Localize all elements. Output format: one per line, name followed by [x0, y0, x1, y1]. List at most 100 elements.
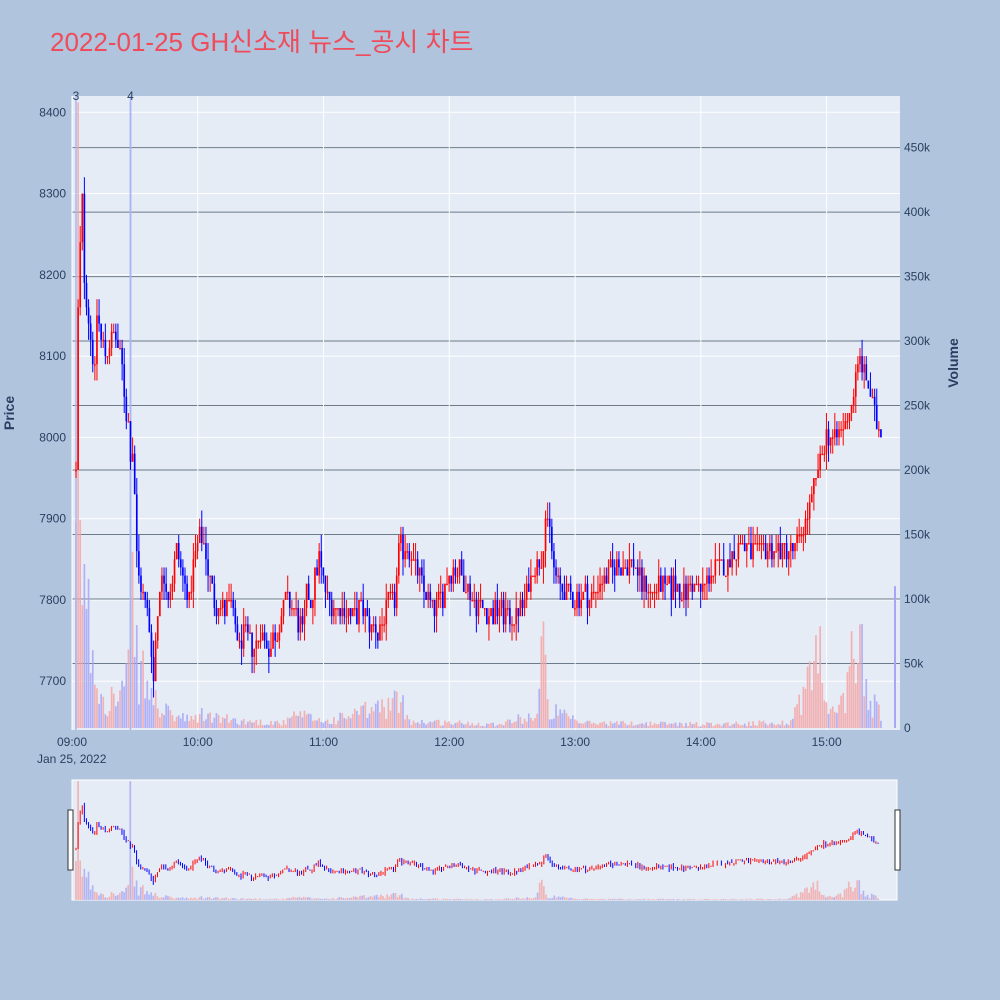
volume-bar	[152, 705, 155, 728]
candle-body	[842, 429, 845, 431]
volume-bar	[724, 722, 727, 728]
range-volume-bar	[653, 899, 656, 900]
candle-body	[381, 624, 383, 626]
candle-body	[133, 453, 136, 495]
range-volume-bar	[758, 898, 760, 900]
volume-bar	[230, 720, 232, 728]
candle-body	[603, 575, 606, 584]
volume-bar	[393, 690, 396, 728]
volume-bar	[198, 713, 201, 728]
volume-bar	[219, 722, 222, 728]
candle-body	[312, 599, 314, 609]
time-tick-label: 11:00	[309, 735, 338, 749]
candle-body	[624, 567, 627, 569]
candle-body	[291, 608, 293, 610]
candle-body	[83, 193, 86, 283]
volume-bar	[603, 721, 606, 728]
range-volume-bar	[98, 895, 100, 900]
range-volume-bar	[538, 882, 541, 900]
volume-bar	[875, 701, 878, 728]
volume-bar	[771, 722, 773, 728]
volume-bar	[607, 726, 610, 728]
candle-body	[592, 591, 595, 594]
volume-bar	[798, 694, 801, 728]
range-volume-bar	[357, 897, 359, 900]
candle-body	[272, 632, 274, 649]
volume-bar	[540, 636, 543, 728]
volume-bar	[649, 721, 652, 728]
volume-bar	[293, 711, 295, 728]
volume-bar	[676, 726, 679, 728]
range-volume-bar	[850, 886, 852, 900]
range-volume-bar	[839, 893, 842, 900]
candle-body	[607, 567, 610, 584]
range-volume-bar	[296, 897, 299, 900]
range-volume-bar	[622, 899, 625, 900]
candle-body	[347, 608, 350, 617]
volume-bar	[469, 725, 471, 728]
candle-body	[660, 575, 662, 592]
volume-bar	[79, 520, 82, 728]
volume-bar	[282, 720, 285, 728]
range-slider[interactable]	[67, 779, 901, 901]
range-volume-bar	[670, 899, 673, 900]
candle-body	[423, 575, 425, 592]
volume-bar	[203, 721, 205, 728]
volume-bar	[131, 551, 134, 728]
range-volume-bar	[409, 899, 412, 900]
range-volume-bar	[799, 892, 802, 900]
range-volume-bar	[549, 898, 551, 900]
volume-bar	[590, 723, 593, 728]
volume-bar	[878, 704, 880, 728]
candle-body	[446, 583, 448, 586]
volume-bar	[492, 722, 494, 728]
range-volume-bar	[108, 896, 111, 900]
candle-body	[226, 599, 228, 617]
volume-bar	[519, 716, 522, 728]
range-volume-bar	[737, 899, 739, 900]
candle-body	[599, 583, 601, 592]
candle-body	[523, 599, 526, 609]
candle-body	[666, 583, 668, 586]
volume-bar	[284, 724, 287, 728]
range-volume-bar	[198, 897, 201, 900]
volume-bar	[819, 626, 821, 728]
range-volume-bar	[465, 898, 468, 900]
range-handle-right[interactable]	[894, 809, 901, 871]
range-volume-bar	[618, 898, 620, 900]
volume-bar	[718, 724, 721, 728]
range-volume-bar	[175, 897, 178, 900]
range-volume-bar	[507, 898, 510, 900]
volume-bar	[483, 726, 486, 728]
volume-bar	[87, 578, 90, 728]
candle-body	[869, 388, 872, 397]
range-volume-bar	[810, 887, 813, 900]
candle-body	[651, 591, 654, 594]
candle-body	[439, 591, 442, 594]
volume-bar	[366, 718, 369, 728]
candle-body	[530, 575, 532, 592]
candle-body	[548, 518, 551, 527]
range-volume-bar	[158, 897, 161, 900]
volume-bar	[576, 720, 578, 728]
candle-body	[219, 608, 222, 610]
range-volume-bar	[106, 897, 109, 900]
candle-body	[473, 599, 476, 602]
range-handle-left[interactable]	[67, 809, 74, 871]
candle-body	[316, 567, 318, 576]
candle-body	[773, 551, 775, 560]
volume-bar	[437, 719, 440, 728]
candle-body	[460, 559, 463, 576]
candle-body	[664, 575, 666, 584]
candle-body	[353, 608, 356, 610]
candle-body	[643, 575, 645, 592]
candle-body	[865, 364, 868, 381]
range-volume-bar	[298, 896, 301, 900]
candle-body	[764, 543, 767, 560]
volume-bar	[270, 721, 272, 728]
candle-body	[758, 543, 761, 545]
range-volume-bar	[693, 898, 696, 900]
range-volume-bar	[745, 898, 748, 900]
volume-bar	[854, 683, 857, 728]
